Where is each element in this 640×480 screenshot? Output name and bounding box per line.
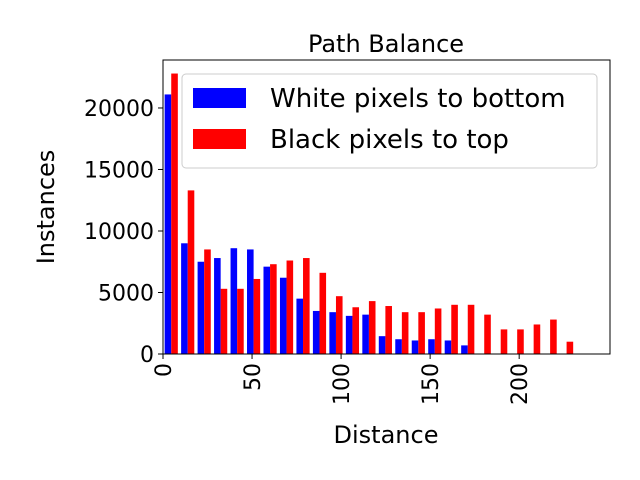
bar (230, 248, 238, 354)
y-axis-label: Instances (32, 150, 60, 265)
x-tick-label: 200 (508, 363, 533, 405)
bar (329, 312, 336, 354)
bar (270, 264, 277, 354)
bar (517, 329, 524, 354)
x-tick-label: 0 (152, 363, 177, 377)
x-axis-label: Distance (334, 421, 439, 449)
bar (500, 329, 508, 354)
bar (286, 260, 294, 354)
x-tick-label: 150 (419, 363, 444, 405)
bar (214, 258, 221, 354)
bar (296, 298, 304, 354)
bar (164, 94, 172, 354)
legend-swatch (193, 129, 246, 149)
bar (401, 312, 409, 354)
bar (171, 73, 178, 355)
y-tick-label: 20000 (84, 97, 154, 122)
plot-frame (162, 59, 611, 355)
bar (312, 310, 320, 354)
bar (253, 278, 261, 354)
bar (303, 258, 310, 354)
bar (204, 249, 211, 354)
bar (550, 319, 557, 354)
bar (352, 307, 360, 354)
bar (428, 339, 435, 354)
legend-label: Black pixels to top (270, 125, 509, 155)
legend-box (181, 73, 598, 169)
bar (345, 315, 353, 354)
bar (362, 314, 369, 354)
bar (247, 249, 254, 354)
y-tick-label: 10000 (84, 220, 154, 245)
bar (279, 277, 287, 354)
bar (368, 301, 376, 354)
bar (187, 190, 195, 354)
bar (566, 341, 574, 354)
bar (411, 340, 419, 354)
bar (220, 288, 228, 354)
bar (461, 345, 468, 354)
y-tick-label: 15000 (84, 158, 154, 183)
bar (385, 306, 392, 354)
bar (263, 266, 271, 354)
bar (237, 288, 244, 354)
legend-label: White pixels to bottom (270, 84, 566, 114)
bar (451, 304, 458, 354)
bar (444, 340, 452, 354)
bar (418, 312, 425, 354)
bar (197, 261, 205, 354)
bar (434, 308, 442, 354)
bar (395, 339, 402, 354)
bar (319, 272, 327, 354)
x-tick-label: 50 (241, 363, 266, 391)
x-tick-label: 100 (330, 363, 355, 405)
bar (378, 336, 386, 354)
bar (335, 296, 343, 354)
y-tick-label: 5000 (98, 281, 154, 306)
legend-swatch (193, 88, 246, 108)
chart-title: Path Balance (308, 30, 464, 58)
y-tick-label: 0 (140, 343, 154, 368)
bar (181, 243, 188, 354)
bar (484, 314, 491, 354)
bar (533, 324, 541, 354)
bar (467, 304, 475, 354)
